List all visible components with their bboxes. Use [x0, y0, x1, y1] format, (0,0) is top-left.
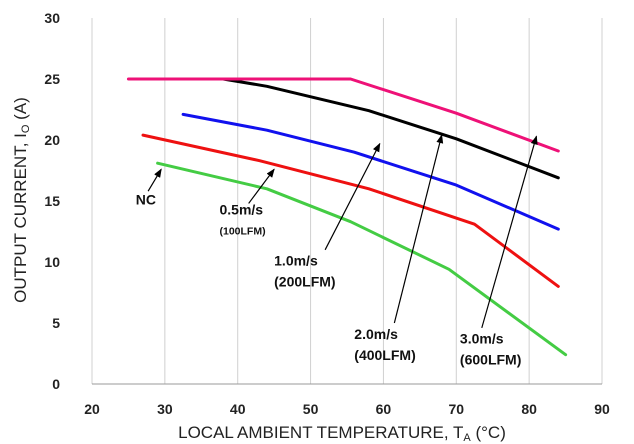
y-axis-title: OUTPUT CURRENT, IO (A): [11, 97, 32, 303]
annotation-label-1-0: 0.5m/s: [220, 201, 264, 217]
annotation-label-1-1: (100LFM): [220, 225, 266, 237]
annotation-arrow-0: [147, 168, 162, 192]
annotation-arrow-2: [324, 142, 381, 251]
annotation-label-3-1: (400LFM): [354, 347, 415, 363]
annotation-arrow-1: [248, 168, 275, 204]
annotation-label-4-0: 3.0m/s: [460, 331, 504, 347]
annotation-label-2-1: (200LFM): [274, 274, 335, 290]
x-tick-label-5: 70: [448, 401, 464, 417]
annotation-label-2-0: 1.0m/s: [274, 253, 318, 269]
x-tick-label-0: 20: [84, 401, 100, 417]
y-tick-label-0: 0: [52, 376, 60, 392]
annotation-label-4-1: (600LFM): [460, 352, 521, 368]
annotation-arrow-3: [393, 134, 444, 324]
y-tick-label-5: 25: [44, 71, 60, 87]
x-axis-title: LOCAL AMBIENT TEMPERATURE, TA (°C): [178, 423, 506, 444]
y-tick-label-1: 5: [52, 315, 60, 331]
y-tick-label-4: 20: [44, 132, 60, 148]
annotation-arrow-4: [481, 135, 538, 329]
axes: 20 30 40 50 60 70 80 90 0 5 10 15 20 25 30: [44, 10, 610, 417]
x-tick-label-7: 90: [594, 401, 610, 417]
series-lines: [126, 77, 568, 357]
series-line-4: [126, 77, 560, 153]
y-tick-label-2: 10: [44, 254, 60, 270]
x-tick-label-2: 40: [230, 401, 246, 417]
y-tick-label-3: 15: [44, 193, 60, 209]
series-line-0: [156, 161, 568, 357]
series-line-1: [141, 133, 560, 288]
annotation-label-0-0: NC: [136, 192, 156, 208]
x-tick-label-1: 30: [157, 401, 173, 417]
annotation-label-3-0: 2.0m/s: [354, 326, 398, 342]
y-tick-label-6: 30: [44, 10, 60, 26]
annotations: NC 0.5m/s (100LFM) 1.0m/s (200LFM) 2.0m/s (400…: [136, 134, 538, 368]
x-tick-label-3: 50: [303, 401, 319, 417]
x-tick-label-6: 80: [521, 401, 537, 417]
grid: [91, 18, 603, 384]
x-tick-label-4: 60: [376, 401, 392, 417]
series-line-2: [181, 112, 560, 231]
series-line-3: [221, 77, 560, 180]
